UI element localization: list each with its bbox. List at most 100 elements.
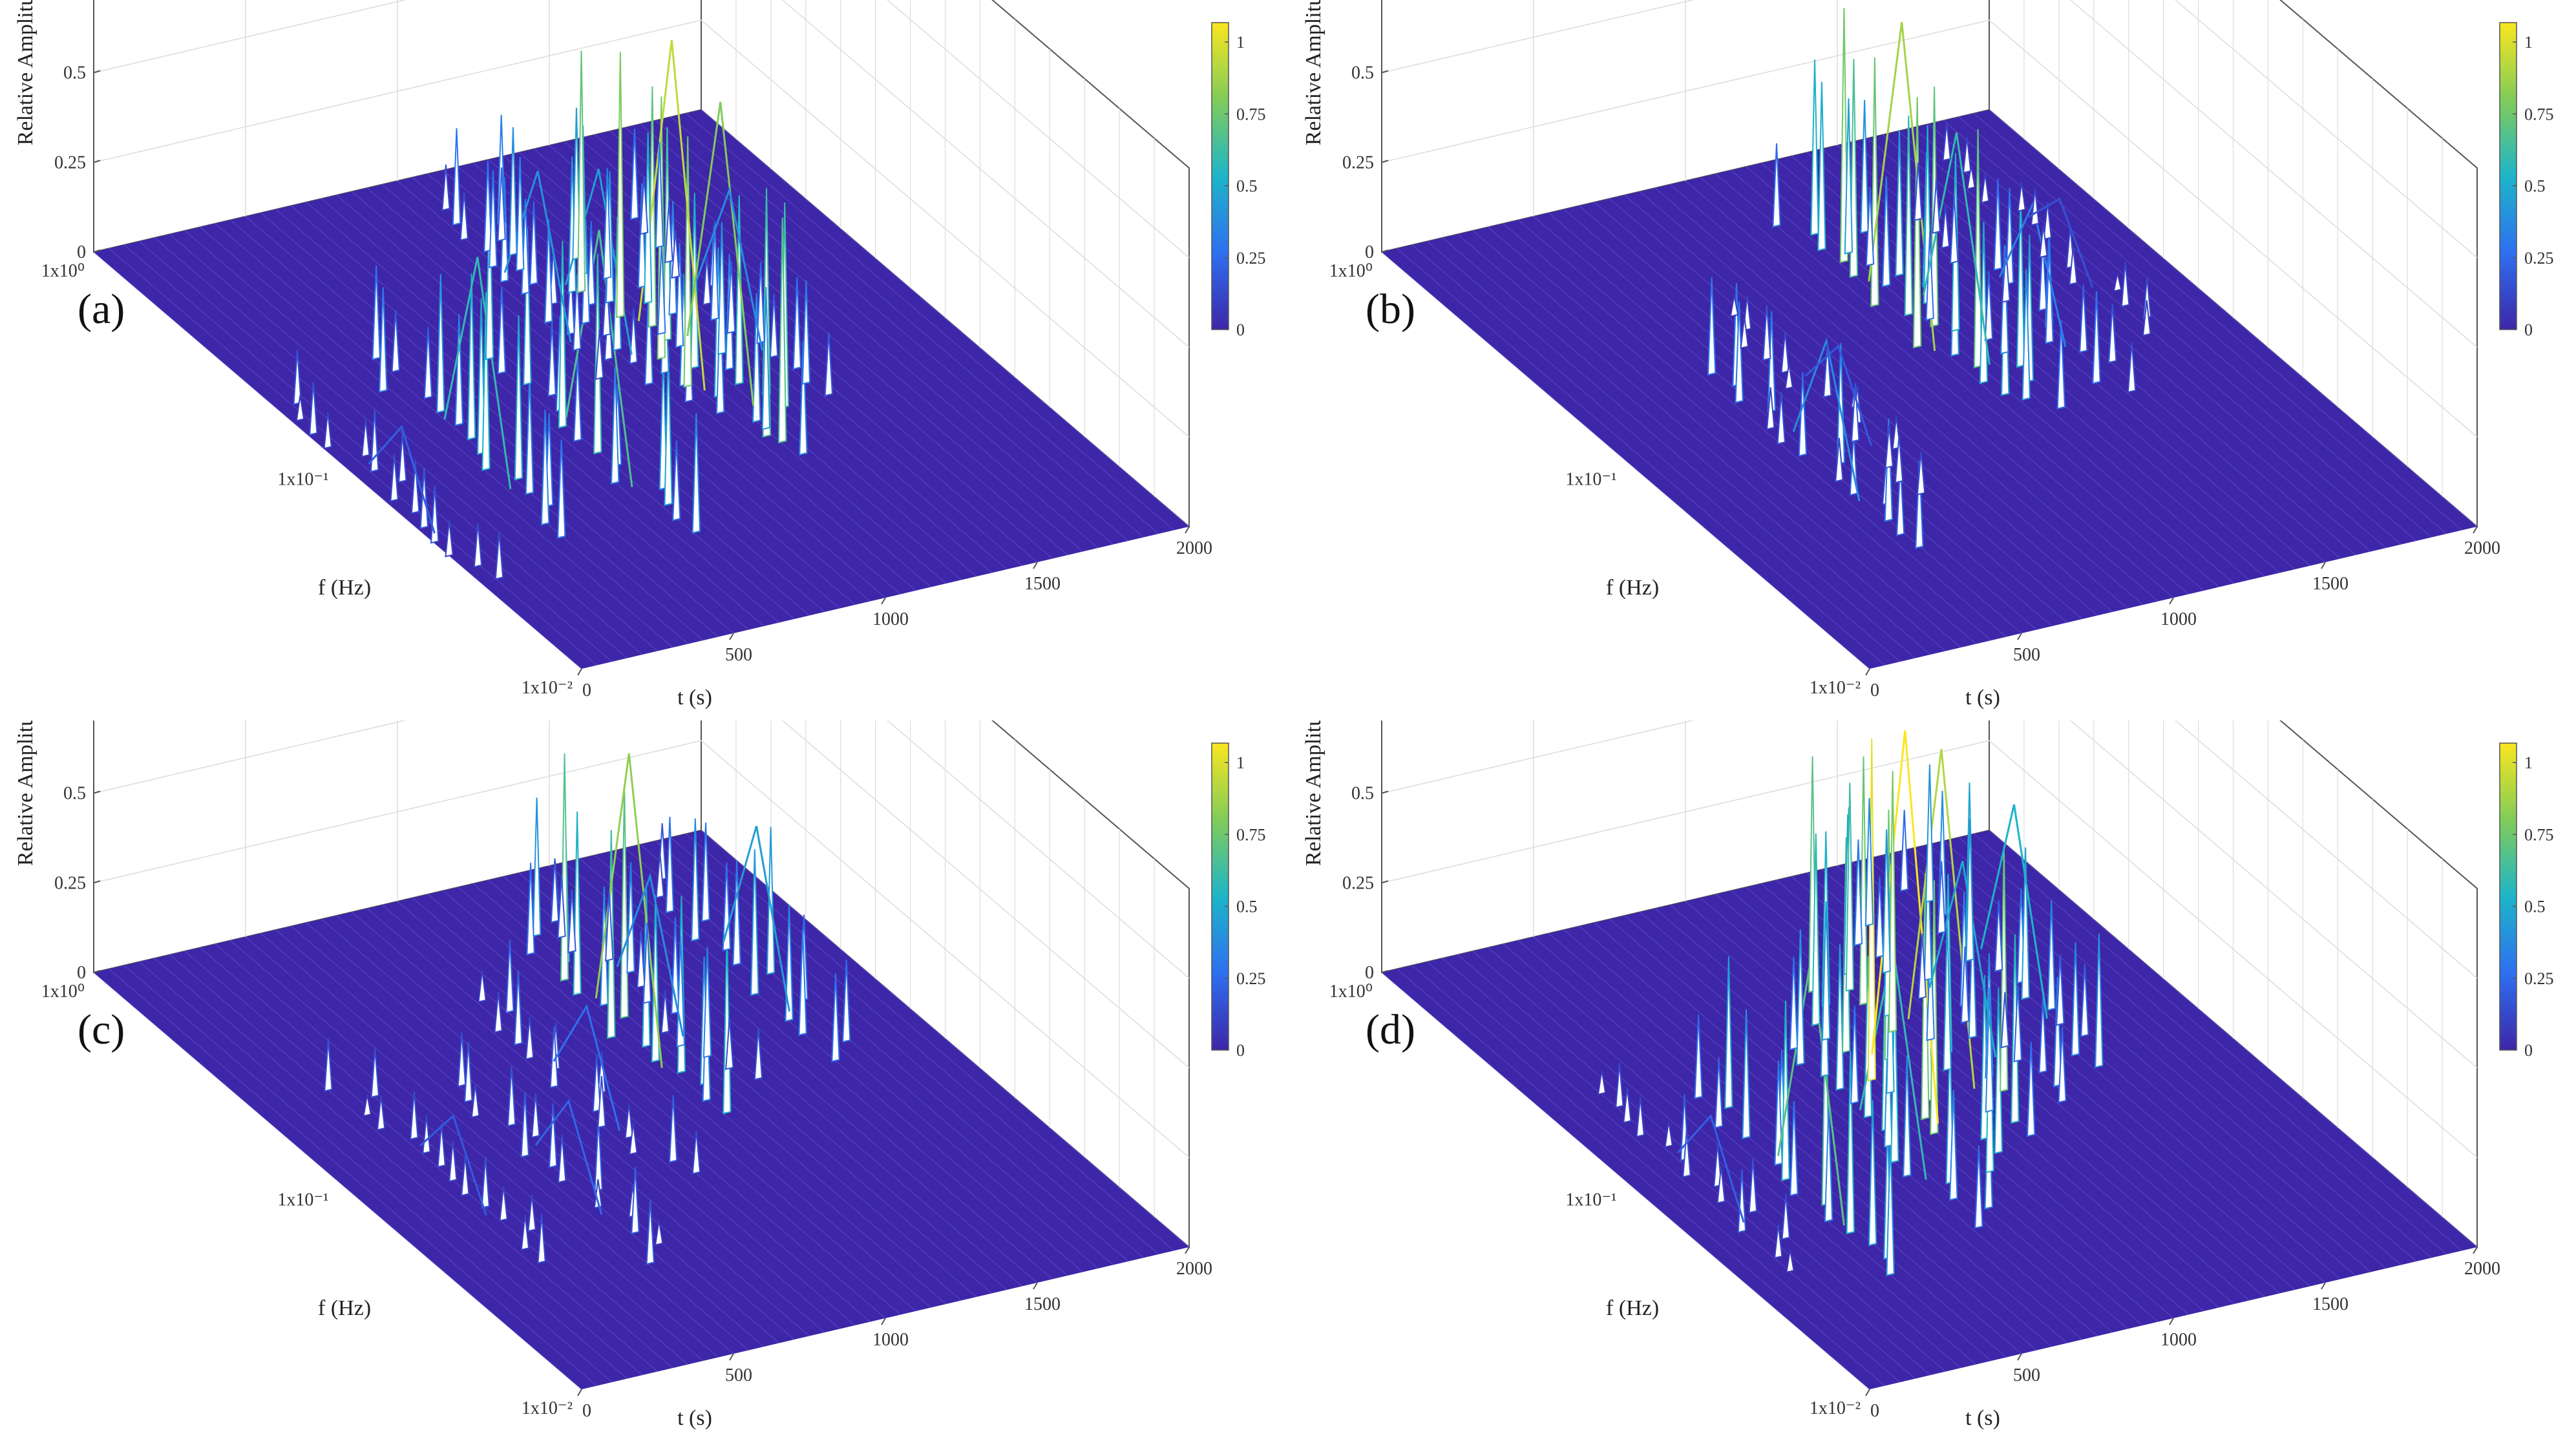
mesh-line (534, 869, 1022, 1287)
t-tick (2473, 1246, 2478, 1254)
surface-peaks (1707, 8, 2151, 549)
peak-spike (605, 892, 614, 962)
mesh-line (1958, 116, 2447, 534)
mesh-line (1548, 213, 2037, 630)
colorbar-gradient (1211, 22, 1229, 330)
gridlines (93, 720, 1190, 1217)
peak-spike (1777, 392, 1786, 445)
mesh-line (1913, 127, 2402, 545)
t-axis: 0 500 1000 1500 2000 t (s) (577, 1246, 1212, 1430)
peak-spike (1973, 129, 1983, 368)
peak-spike (363, 1094, 372, 1117)
peak-spike (629, 1122, 638, 1155)
peak-spike (715, 300, 725, 415)
peak-spike (778, 217, 787, 444)
peak-spike (507, 1066, 516, 1127)
panel-letter: (b) (1366, 286, 1415, 333)
f-axis-label: f (Hz) (1606, 576, 1659, 600)
peak-spike (646, 1199, 655, 1265)
colorbar-gradient (2499, 22, 2517, 330)
peak-spike (1845, 783, 1854, 992)
peak-spike (644, 277, 653, 386)
peak-spike (550, 858, 560, 923)
mesh-line (640, 844, 1129, 1262)
mesh-line (427, 173, 916, 591)
peak-spike (557, 1134, 567, 1184)
peak-spike (2108, 304, 2117, 364)
peak-spike (639, 176, 649, 235)
peak-spike (1949, 1089, 1958, 1201)
peak-spike (1932, 179, 1941, 234)
peak-spike (1864, 798, 1874, 927)
mesh-line (1715, 894, 2204, 1312)
peak-apex (1792, 337, 1861, 502)
t-axis: 0 500 1000 1500 2000 t (s) (1865, 526, 2500, 710)
peak-spike (1888, 771, 1897, 1033)
peak-spike (2127, 342, 2137, 394)
mesh-line (245, 216, 734, 634)
f-tick-label: 1x10⁻² (522, 678, 573, 698)
peak-spike (494, 991, 503, 1033)
peak-spike (463, 1042, 473, 1103)
colorbar-tick-label: 1 (1236, 753, 1245, 772)
peak-spike (2027, 1042, 2036, 1137)
t-tick (1033, 1282, 1038, 1290)
peak-spike (2022, 268, 2031, 401)
peak-apex (534, 1099, 603, 1215)
peak-spike (824, 332, 834, 397)
z-axis: 00.250.50.751Relative Amplitude (1302, 0, 1389, 262)
peak-spike (437, 1123, 446, 1168)
peak-spike (1850, 1005, 1859, 1105)
colorbar-tick-label: 0.75 (1236, 105, 1266, 123)
peak-spike (665, 816, 675, 914)
t-axis-label: t (s) (1965, 686, 2000, 710)
peak-spike (566, 265, 575, 336)
t-tick-label: 1500 (1024, 1294, 1061, 1314)
peak-spike (1742, 1009, 1751, 1139)
peak-spike (792, 277, 801, 370)
panel-b: 00.250.50.751Relative Amplitude1x10⁰1x10… (1288, 0, 2576, 720)
peak-spike (1895, 130, 1904, 277)
peak-spike (2016, 191, 2025, 368)
peak-spike (516, 157, 525, 272)
f-axis-label: f (Hz) (1606, 1296, 1659, 1320)
peak-spike (2095, 933, 2104, 1068)
mesh-line (595, 134, 1083, 552)
mesh-line (291, 205, 779, 623)
grid-z (1381, 0, 2478, 348)
peak-spike (293, 350, 302, 405)
mesh-line (458, 887, 947, 1305)
mesh-line (701, 830, 1190, 1248)
peak-spike (1960, 946, 1970, 1024)
peak-spike (2017, 182, 2026, 213)
peak-spike (410, 461, 420, 514)
mesh-line (1913, 848, 2402, 1265)
mesh-line (215, 223, 704, 641)
surface-peaks (1597, 730, 2104, 1276)
t-tick-label: 1000 (872, 609, 909, 629)
t-tick (2473, 526, 2478, 534)
peak-spike (452, 128, 461, 226)
peak-spike (655, 142, 664, 249)
z-tick-label: 0.5 (63, 63, 86, 83)
peak-apex (2026, 197, 2094, 288)
peak-spike (2038, 238, 2047, 311)
peak-spike (2000, 992, 2010, 1049)
peak (1694, 956, 1895, 1276)
mesh-line (1776, 159, 2265, 577)
mesh-line (1928, 844, 2417, 1262)
peak-spike (1923, 854, 1933, 982)
peak-spike (654, 1220, 664, 1246)
peak-spike (637, 930, 646, 989)
mesh-line (412, 898, 901, 1315)
mesh-line (1518, 940, 2007, 1358)
mesh-line (1715, 173, 2204, 591)
mesh-line (245, 936, 734, 1354)
peak-spike (576, 50, 586, 293)
peak-spike (592, 1054, 602, 1113)
z-axis-label: Relative Amplitude (14, 720, 37, 866)
peak (457, 1032, 664, 1265)
mesh-line (1579, 205, 2067, 623)
peak-spike (664, 348, 673, 507)
peak-spike (1784, 363, 1793, 390)
